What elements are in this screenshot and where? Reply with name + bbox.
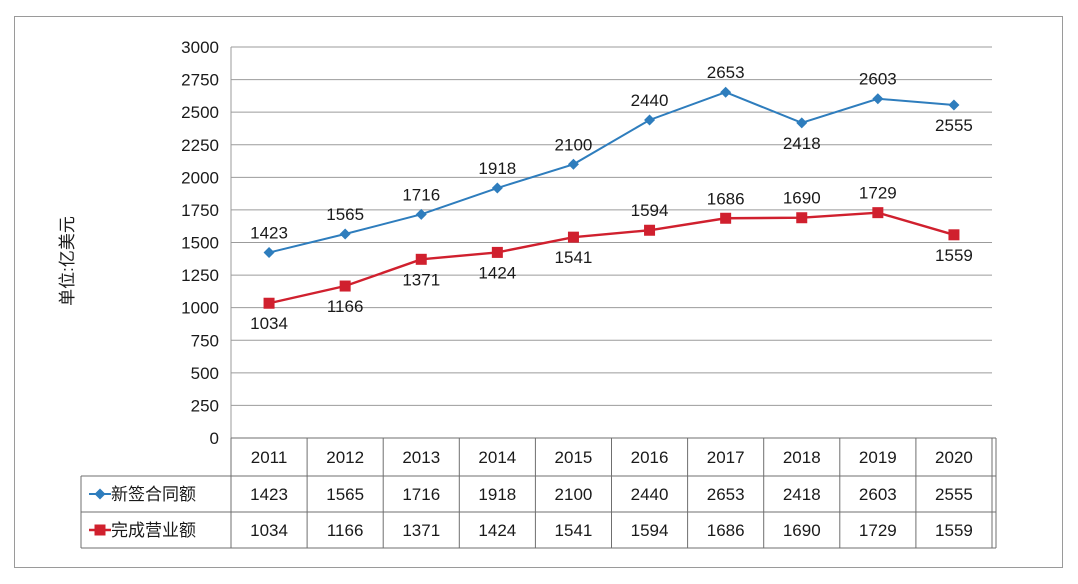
- data-label: 1166: [327, 297, 364, 316]
- data-label: 1594: [631, 201, 669, 220]
- data-point: [720, 86, 732, 98]
- x-tick-label: 2019: [859, 448, 897, 467]
- legend-key-marker: [94, 524, 106, 536]
- table-cell: 1166: [327, 521, 364, 540]
- data-point: [796, 117, 808, 129]
- data-label: 1423: [250, 224, 288, 243]
- data-label: 2100: [555, 135, 593, 154]
- line-chart: 0 250 500 750 1000 1250 1500 1750 2000 2250 2500 27…: [58, 38, 997, 549]
- data-point: [491, 246, 503, 258]
- x-tick-label: 2014: [478, 448, 516, 467]
- data-point: [263, 247, 275, 259]
- data-point: [491, 182, 503, 194]
- data-point: [720, 212, 732, 224]
- y-tick-label: 1500: [181, 234, 219, 253]
- table-cell: 1729: [859, 521, 897, 540]
- legend-label: 完成营业额: [111, 521, 196, 540]
- data-point: [872, 207, 884, 219]
- data-point: [339, 280, 351, 292]
- data-point: [567, 158, 579, 170]
- data-point: [948, 229, 960, 241]
- data-label: 1918: [478, 159, 516, 178]
- y-tick-label: 2250: [181, 136, 219, 155]
- table-cell: 2555: [935, 485, 973, 504]
- data-label: 2603: [859, 70, 897, 89]
- x-tick-label: 2013: [402, 448, 440, 467]
- data-label: 1559: [935, 246, 973, 265]
- y-tick-label: 500: [191, 364, 219, 383]
- data-label: 2440: [631, 91, 669, 110]
- x-tick-label: 2018: [783, 448, 821, 467]
- y-tick-label: 1750: [181, 201, 219, 220]
- table-cell: 2603: [859, 485, 897, 504]
- y-tick-label: 250: [191, 396, 219, 415]
- data-label: 2653: [707, 63, 745, 82]
- data-point: [796, 212, 808, 224]
- x-tick-label: 2017: [707, 448, 745, 467]
- y-tick-label: 1000: [181, 299, 219, 318]
- data-label: 1686: [707, 189, 745, 208]
- table-cell: 1565: [326, 485, 364, 504]
- data-label: 1034: [250, 314, 288, 333]
- series-line: [268, 211, 955, 305]
- gridlines: [230, 46, 992, 439]
- data-label: 2555: [935, 116, 973, 135]
- table-cell: 2440: [631, 485, 669, 504]
- x-tick-label: 2020: [935, 448, 973, 467]
- table-cell: 2100: [555, 485, 593, 504]
- table-cell: 1918: [478, 485, 516, 504]
- data-point: [263, 297, 275, 309]
- table-cell: 1716: [402, 485, 440, 504]
- legend-label: 新签合同额: [111, 485, 196, 504]
- table-cell: 1541: [555, 521, 593, 540]
- legend-key-marker: [94, 488, 106, 500]
- data-label: 1541: [555, 248, 593, 267]
- data-label: 1729: [859, 184, 897, 203]
- data-point: [872, 93, 884, 105]
- y-tick-label: 2750: [181, 71, 219, 90]
- x-tick-label: 2016: [631, 448, 669, 467]
- data-point: [415, 253, 427, 265]
- data-label: 1371: [402, 270, 440, 289]
- table-cell: 1034: [250, 521, 288, 540]
- data-table: 2011 2012 2013 2014 2015 2016 2017 2018 2019 2020…: [80, 437, 997, 549]
- y-axis-ticks: 0 250 500 750 1000 1250 1500 1750 2000 2250 2500 27…: [181, 38, 219, 448]
- y-tick-label: 2500: [181, 103, 219, 122]
- table-cell: 1371: [402, 521, 440, 540]
- data-point: [415, 208, 427, 220]
- table-cell: 2653: [707, 485, 745, 504]
- x-tick-label: 2012: [326, 448, 364, 467]
- y-tick-label: 2000: [181, 168, 219, 187]
- y-tick-label: 0: [210, 429, 219, 448]
- table-cell: 1424: [478, 521, 516, 540]
- table-cell: 1594: [631, 521, 669, 540]
- table-cell: 1686: [707, 521, 745, 540]
- data-label: 1424: [478, 263, 516, 282]
- data-label: 1565: [326, 205, 364, 224]
- chart-frame: 0 250 500 750 1000 1250 1500 1750 2000 2250 2500 27…: [14, 16, 1063, 568]
- data-labels: 1423 1565 1716 1918 2100 2440 2653 2418 2603 2555…: [250, 63, 973, 333]
- series-line: [268, 91, 955, 254]
- y-axis-label: 单位:亿美元: [58, 216, 77, 306]
- series: [263, 86, 960, 309]
- data-label: 1690: [783, 189, 821, 208]
- table-cell: 1423: [250, 485, 288, 504]
- table-cell: 2418: [783, 485, 821, 504]
- data-point: [644, 224, 656, 236]
- data-label: 2418: [783, 134, 821, 153]
- table-cell: 1559: [935, 521, 973, 540]
- x-tick-label: 2015: [555, 448, 593, 467]
- data-point: [644, 114, 656, 126]
- y-tick-label: 750: [191, 331, 219, 350]
- table-cell: 1690: [783, 521, 821, 540]
- data-point: [567, 231, 579, 243]
- y-tick-label: 1250: [181, 266, 219, 285]
- x-tick-label: 2011: [251, 448, 288, 467]
- data-point: [948, 99, 960, 111]
- y-tick-label: 3000: [181, 38, 219, 57]
- data-point: [339, 228, 351, 240]
- data-label: 1716: [402, 185, 440, 204]
